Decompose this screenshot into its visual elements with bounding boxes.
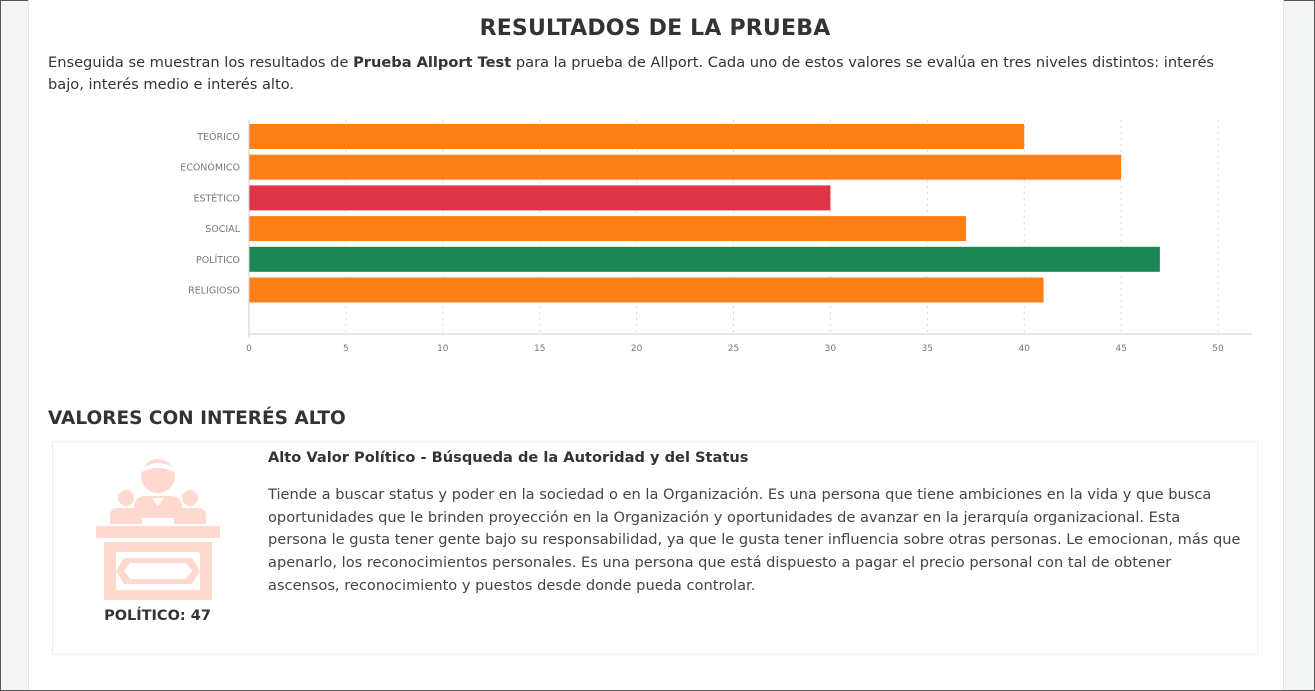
category-label: SOCIAL — [205, 224, 240, 235]
x-tick-label: 15 — [534, 344, 545, 354]
x-tick-label: 40 — [1018, 344, 1030, 354]
category-label: POLÍTICO — [196, 254, 240, 266]
category-label: TEÓRICO — [196, 131, 240, 143]
x-tick-label: 45 — [1115, 344, 1126, 354]
chart-tick-labels: 0 5 10 15 20 25 30 35 40 45 50 — [246, 344, 1224, 354]
x-tick-label: 35 — [922, 344, 933, 354]
bar-4 — [249, 246, 1160, 272]
value-description: Tiende a buscar status y poder en la soc… — [268, 486, 1241, 594]
value-heading: Alto Valor Político - Búsqueda de la Aut… — [268, 449, 749, 466]
bar-0 — [249, 124, 1025, 149]
category-label: ECONÓMICO — [180, 162, 240, 174]
chart-bars — [249, 124, 1160, 303]
x-tick-label: 30 — [825, 344, 837, 354]
politician-podium-icon — [96, 456, 220, 600]
chart-category-labels: TEÓRICO ECONÓMICO ESTÉTICO SOCIAL POLÍTICO RE… — [180, 131, 241, 297]
results-bar-chart: TEÓRICO ECONÓMICO ESTÉTICO SOCIAL POLÍTICO RE… — [180, 120, 1252, 354]
x-tick-label: 0 — [246, 344, 252, 354]
bar-2 — [249, 185, 831, 211]
category-label: ESTÉTICO — [193, 192, 240, 204]
x-tick-label: 20 — [631, 344, 643, 354]
bar-3 — [249, 216, 967, 242]
bar-5 — [249, 277, 1044, 303]
chart-axes — [248, 120, 1252, 338]
x-tick-label: 10 — [437, 344, 449, 354]
category-label: RELIGIOSO — [188, 286, 240, 297]
bar-1 — [249, 154, 1122, 180]
x-tick-label: 5 — [343, 344, 349, 354]
x-tick-label: 25 — [728, 344, 739, 354]
test-name: Prueba Allport Test — [353, 54, 512, 71]
value-score-label: POLÍTICO: 47 — [104, 608, 211, 624]
x-tick-label: 50 — [1212, 344, 1224, 354]
intro-text-end: para la prueba de Allport. Cada uno de e… — [48, 54, 1215, 93]
intro-paragraph: Enseguida se muestran los resultados de … — [48, 52, 1248, 96]
page-title: RESULTADOS DE LA PRUEBA — [479, 16, 831, 41]
high-interest-section-title: VALORES CON INTERÉS ALTO — [48, 408, 346, 429]
intro-text-start: Enseguida se muestran los resultados de — [48, 54, 354, 71]
high-interest-value-card — [52, 441, 1258, 655]
